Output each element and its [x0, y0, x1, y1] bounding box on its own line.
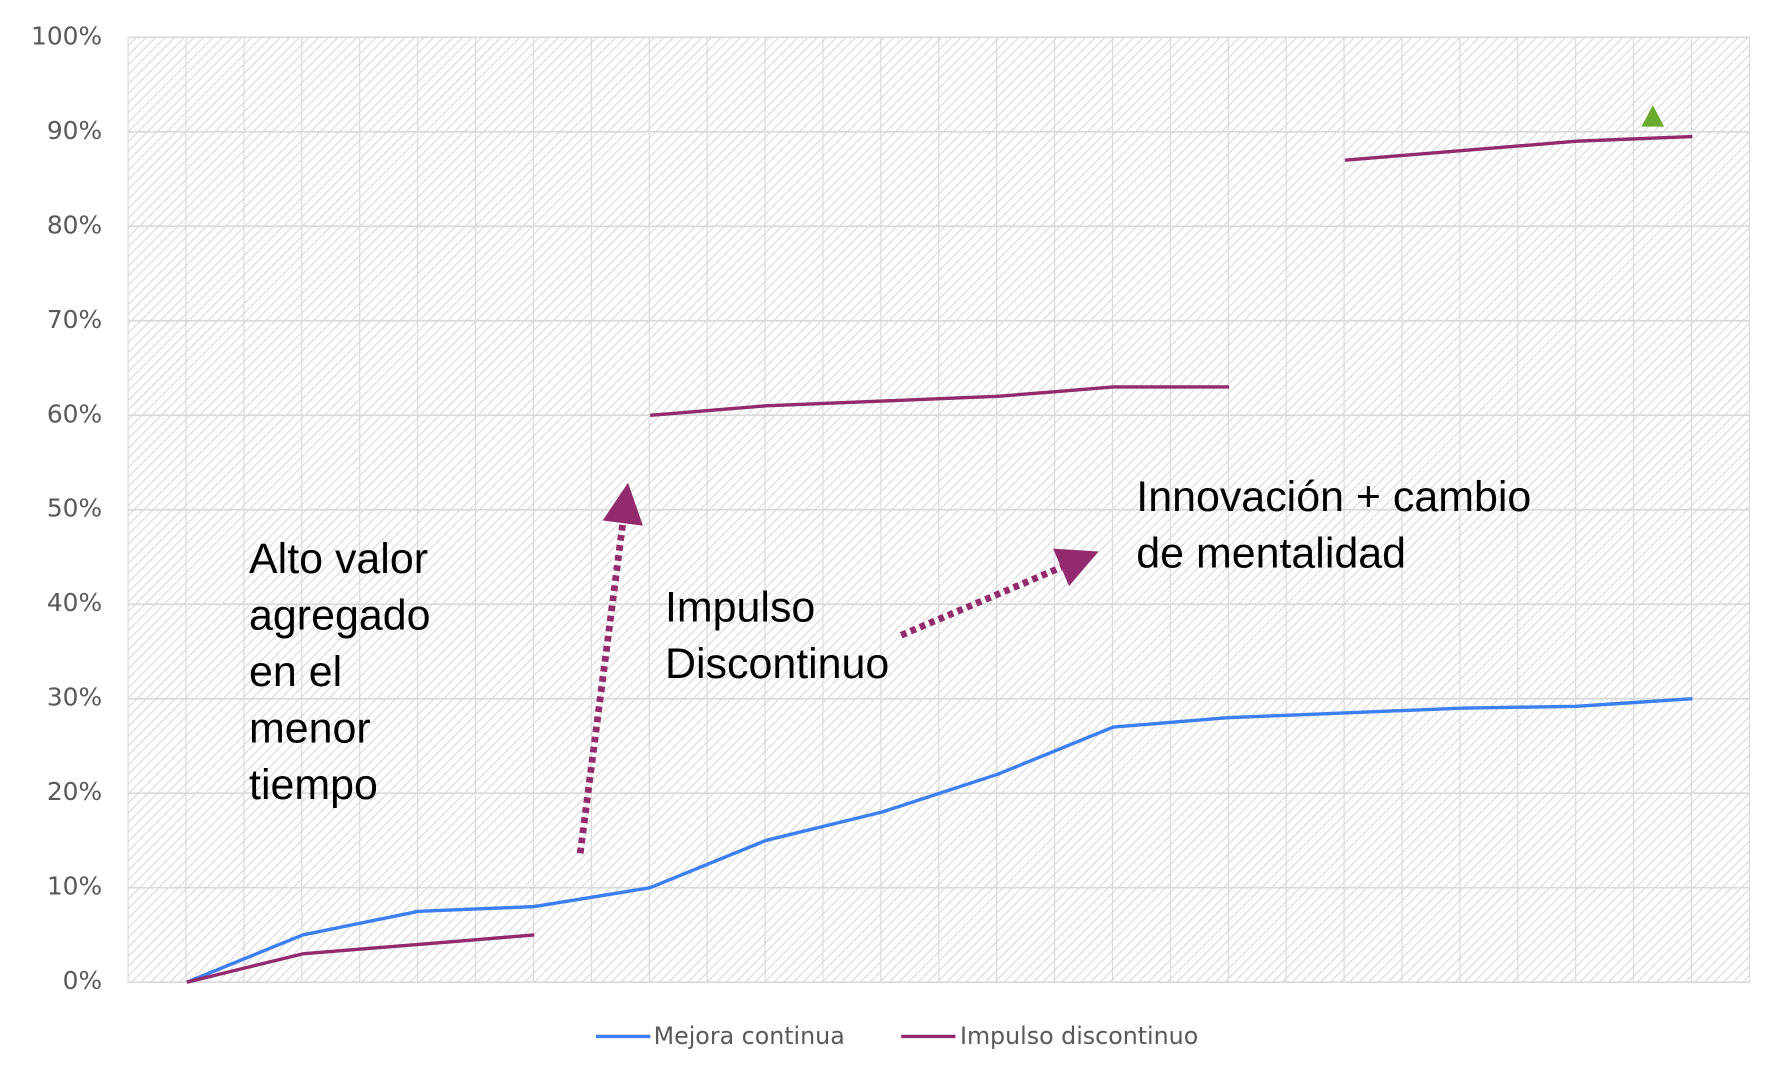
y-tick-label: 0%	[63, 966, 102, 995]
annotation: menor	[249, 705, 371, 753]
annotation: Discontinuo	[665, 640, 889, 688]
annotation: en el	[249, 648, 342, 696]
arrow	[576, 482, 643, 854]
y-tick-label: 80%	[47, 210, 102, 239]
annotation: tiempo	[249, 761, 378, 809]
y-tick-label: 50%	[47, 494, 102, 523]
y-tick-label: 70%	[47, 305, 102, 334]
legend-label: Impulso discontinuo	[960, 1022, 1198, 1050]
chart-layer: 0% 10% 20% 30% 40% 50% 60% 70% 80% 90% 100% Mejora …	[31, 21, 1751, 1050]
annotation: Impulso	[665, 584, 815, 632]
y-tick-label: 30%	[47, 683, 102, 712]
line-series	[186, 134, 1693, 984]
y-tick-label: 60%	[47, 399, 102, 428]
y-tick-label: 40%	[47, 588, 102, 617]
y-tick-label: 10%	[47, 872, 102, 901]
y-tick-label: 20%	[47, 777, 102, 806]
line-series	[186, 697, 1693, 984]
annotation: Alto valor	[249, 535, 428, 583]
annotation: Innovación + cambio	[1136, 473, 1531, 521]
annotation: agregado	[249, 592, 430, 640]
annotation: de mentalidad	[1136, 529, 1406, 577]
y-tick-label: 90%	[47, 116, 102, 145]
arrow-head	[1641, 105, 1665, 127]
arrow	[899, 548, 1099, 639]
y-tick-label: 100%	[31, 21, 102, 50]
legend-label: Mejora continua	[654, 1022, 845, 1050]
